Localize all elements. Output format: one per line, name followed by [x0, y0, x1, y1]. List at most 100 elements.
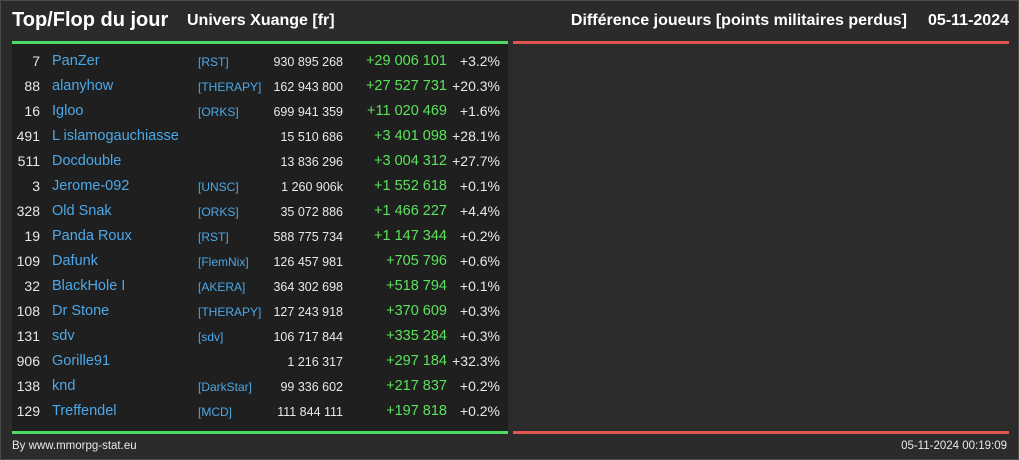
alliance-tag-link[interactable]: [DarkStar] — [198, 380, 253, 394]
site-credit-link[interactable]: By www.mmorpg-stat.eu — [12, 440, 137, 452]
player-points: 162 943 800 — [273, 80, 343, 94]
table-row: 131 sdv [sdv] 106 717 844 +335 284 +0.3% — [12, 324, 508, 349]
header: Top/Flop du jour Univers Xuange [fr] Dif… — [1, 1, 1019, 41]
player-name-link[interactable]: Old Snak — [52, 203, 112, 219]
player-points: 1 216 317 — [287, 355, 343, 369]
alliance-tag-link[interactable]: [THERAPY] — [198, 80, 262, 94]
player-rank: 491 — [16, 128, 40, 144]
player-name-link[interactable]: knd — [52, 378, 76, 394]
percent-change: +0.2% — [459, 228, 500, 244]
points-difference: +11 020 469 — [367, 103, 447, 119]
alliance-tag-link[interactable]: [UNSC] — [198, 180, 239, 194]
generated-timestamp: 05-11-2024 00:19:09 — [901, 440, 1007, 452]
metric-label: Différence joueurs [points militaires pe… — [570, 12, 907, 29]
header-date: 05-11-2024 — [928, 12, 1009, 29]
alliance-tag-link[interactable]: [FlemNix] — [198, 255, 249, 269]
table-row: 19 Panda Roux [RST] 588 775 734 +1 147 344 +0… — [12, 224, 508, 249]
flop-accent-line-bottom — [513, 431, 1009, 434]
percent-change: +0.2% — [459, 378, 500, 394]
player-rank: 7 — [32, 53, 40, 69]
player-name-link[interactable]: Dr Stone — [52, 303, 110, 319]
player-name-link[interactable]: PanZer — [52, 53, 100, 69]
table-row: 906 Gorille91 1 216 317 +297 184 +32.3% — [12, 349, 508, 374]
player-name-link[interactable]: L islamogauchiasse — [52, 128, 179, 144]
player-points: 1 260 906k — [281, 180, 343, 194]
points-difference: +1 147 344 — [374, 228, 447, 244]
player-name-link[interactable]: Igloo — [52, 103, 84, 119]
table-row: 138 knd [DarkStar] 99 336 602 +217 837 +0.2% — [12, 374, 508, 399]
flop-panel — [513, 44, 1009, 431]
top-accent-line — [12, 41, 508, 44]
player-name-link[interactable]: BlackHole I — [52, 278, 126, 294]
percent-change: +32.3% — [452, 353, 500, 369]
percent-change: +20.3% — [452, 78, 500, 94]
percent-change: +28.1% — [452, 128, 500, 144]
player-rank: 109 — [16, 253, 40, 269]
player-rank: 88 — [24, 78, 40, 94]
points-difference: +335 284 — [386, 328, 447, 344]
player-name-link[interactable]: alanyhow — [52, 78, 114, 94]
table-row: 32 BlackHole I [AKERA] 364 302 698 +518 794 +… — [12, 274, 508, 299]
alliance-tag-link[interactable]: [sdv] — [198, 330, 224, 344]
alliance-tag-link[interactable]: [RST] — [198, 55, 229, 69]
percent-change: +3.2% — [459, 53, 500, 69]
player-rank: 19 — [24, 228, 40, 244]
alliance-tag-link[interactable]: [AKERA] — [198, 280, 246, 294]
alliance-tag-link[interactable]: [THERAPY] — [198, 305, 262, 319]
player-name-link[interactable]: Gorille91 — [52, 353, 111, 369]
table-row: 16 Igloo [ORKS] 699 941 359 +11 020 469 +1.6% — [12, 99, 508, 124]
table-row: 7 PanZer [RST] 930 895 268 +29 006 101 +3.2% — [12, 49, 508, 74]
universe-label: Univers Xuange [fr] — [187, 12, 335, 29]
percent-change: +0.6% — [459, 253, 500, 269]
percent-change: +0.1% — [459, 278, 500, 294]
top-list: 7 PanZer [RST] 930 895 268 +29 006 101 +3.2% 8… — [12, 49, 508, 424]
player-rank: 129 — [16, 403, 40, 419]
flop-accent-line — [513, 41, 1009, 44]
percent-change: +0.3% — [459, 303, 500, 319]
player-name-link[interactable]: Docdouble — [52, 153, 122, 169]
player-points: 35 072 886 — [280, 205, 343, 219]
percent-change: +27.7% — [452, 153, 500, 169]
player-points: 126 457 981 — [273, 255, 343, 269]
player-name-link[interactable]: sdv — [52, 328, 75, 344]
player-name-link[interactable]: Jerome-092 — [52, 178, 130, 194]
points-difference: +297 184 — [386, 353, 447, 369]
player-points: 111 844 111 — [277, 405, 343, 419]
table-row: 3 Jerome-092 [UNSC] 1 260 906k +1 552 618 +0.… — [12, 174, 508, 199]
points-difference: +217 837 — [386, 378, 447, 394]
percent-change: +0.2% — [459, 403, 500, 419]
player-name-link[interactable]: Treffendel — [52, 403, 117, 419]
percent-change: +0.3% — [459, 328, 500, 344]
player-points: 106 717 844 — [273, 330, 343, 344]
player-points: 588 775 734 — [273, 230, 343, 244]
player-rank: 906 — [16, 353, 40, 369]
percent-change: +4.4% — [459, 203, 500, 219]
player-name-link[interactable]: Panda Roux — [52, 228, 132, 244]
alliance-tag-link[interactable]: [MCD] — [198, 405, 232, 419]
player-rank: 131 — [16, 328, 40, 344]
table-row: 129 Treffendel [MCD] 111 844 111 +197 818 +0.… — [12, 399, 508, 424]
widget-title: Top/Flop du jour — [12, 9, 169, 31]
player-rank: 108 — [16, 303, 40, 319]
top-panel: 7 PanZer [RST] 930 895 268 +29 006 101 +3.2% 8… — [12, 44, 508, 431]
table-row: 511 Docdouble 13 836 296 +3 004 312 +27.7% — [12, 149, 508, 174]
top-accent-line-bottom — [12, 431, 508, 434]
alliance-tag-link[interactable]: [ORKS] — [198, 105, 239, 119]
points-difference: +27 527 731 — [365, 78, 447, 94]
player-points: 930 895 268 — [273, 55, 343, 69]
player-rank: 511 — [17, 153, 40, 169]
points-difference: +3 004 312 — [374, 153, 447, 169]
table-row: 108 Dr Stone [THERAPY] 127 243 918 +370 609 +… — [12, 299, 508, 324]
player-rank: 328 — [16, 203, 40, 219]
player-rank: 3 — [32, 178, 40, 194]
player-points: 364 302 698 — [273, 280, 343, 294]
alliance-tag-link[interactable]: [ORKS] — [198, 205, 239, 219]
player-rank: 32 — [24, 278, 40, 294]
points-difference: +29 006 101 — [365, 53, 447, 69]
alliance-tag-link[interactable]: [RST] — [198, 230, 229, 244]
player-name-link[interactable]: Dafunk — [52, 253, 98, 269]
table-row: 109 Dafunk [FlemNix] 126 457 981 +705 796 +0.… — [12, 249, 508, 274]
points-difference: +518 794 — [386, 278, 447, 294]
points-difference: +1 552 618 — [374, 178, 447, 194]
